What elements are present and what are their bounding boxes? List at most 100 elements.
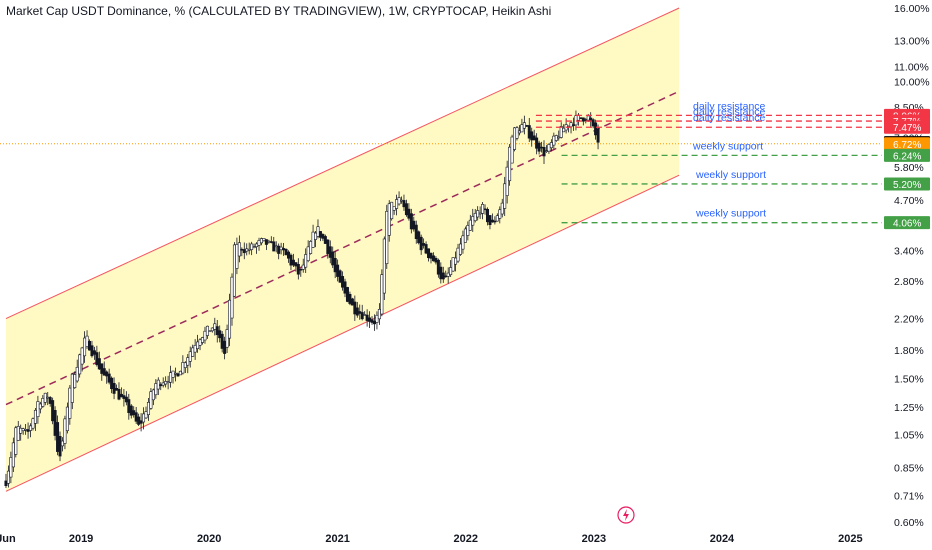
candle-body [242, 249, 246, 254]
channel-fill [5, 8, 680, 492]
candle-body [296, 264, 300, 275]
candle-body [547, 144, 551, 152]
candle-body [530, 131, 534, 141]
candle-body [129, 405, 133, 416]
candle-body [461, 235, 465, 250]
candle-body [299, 268, 303, 271]
candle-body [235, 244, 239, 269]
candle-body [257, 240, 261, 246]
candle-body [454, 257, 458, 265]
candle-body [159, 384, 163, 387]
lightning-icon [617, 506, 635, 524]
candle-body [58, 436, 62, 457]
candle-body [377, 309, 381, 320]
candle-body [225, 329, 229, 348]
candle-body [223, 340, 227, 354]
candle-body [237, 242, 241, 257]
candle-body [476, 210, 480, 218]
candle-body [495, 215, 499, 222]
channel-lower-line [5, 174, 680, 492]
candle-body [169, 372, 173, 383]
candle-body [571, 124, 575, 126]
x-tick-label: 2024 [710, 533, 735, 545]
candle-body [24, 428, 28, 431]
candle-body [213, 323, 217, 330]
candle-body [338, 270, 342, 283]
candle-body [274, 245, 278, 248]
candle-body [458, 243, 462, 255]
candle-body [385, 211, 389, 265]
x-tick-label: 2019 [69, 533, 93, 545]
y-tick-label: 11.00% [894, 62, 929, 74]
candle-body [510, 136, 514, 164]
support-label: weekly support [692, 140, 763, 152]
candle-body [493, 220, 497, 223]
candle-body [341, 276, 345, 288]
candle-body [535, 137, 539, 149]
candle-body [427, 248, 431, 259]
candle-body [65, 406, 69, 431]
candle-body [314, 232, 318, 240]
candle-body [21, 428, 25, 432]
price-badge [884, 148, 930, 162]
y-tick-label: 0.71% [894, 491, 924, 503]
candle-body [481, 204, 485, 214]
candle-body [505, 166, 509, 196]
candle-body [360, 312, 364, 320]
candle-body [483, 208, 487, 211]
candle-body [198, 339, 202, 346]
candle-body [486, 208, 490, 223]
candle-body [90, 345, 94, 357]
candle-body [409, 213, 413, 230]
candle-body [154, 383, 158, 396]
candle-body [255, 243, 259, 248]
candle-body [277, 245, 281, 254]
candle-body [419, 236, 423, 251]
candle-body [132, 410, 136, 416]
candle-body [544, 150, 548, 152]
candle-body [321, 234, 325, 239]
candle-body [245, 248, 249, 252]
candle-body [38, 403, 42, 410]
lightning-icon-glyph [623, 509, 629, 521]
candle-body [289, 254, 293, 266]
candle-body [36, 401, 40, 417]
price-badge-label: 6.24% [893, 151, 921, 162]
support-label: weekly support [695, 169, 766, 181]
candle-body [166, 381, 170, 384]
y-tick-label: 1.05% [894, 429, 924, 441]
candle-body [46, 396, 50, 399]
candle-body [500, 202, 504, 215]
candle-body [16, 426, 20, 441]
candle-body [574, 115, 578, 126]
candle-body [449, 267, 453, 276]
candle-body [478, 212, 482, 215]
y-tick-label: 3.40% [894, 245, 924, 257]
candle-body [149, 391, 153, 409]
y-tick-label: 2.80% [894, 276, 924, 288]
candle-body [439, 266, 443, 280]
channel-midline [5, 90, 680, 406]
candle-body [230, 276, 234, 319]
candle-body [554, 135, 558, 141]
candle-body [78, 354, 82, 375]
candle-body [87, 340, 91, 351]
candle-body [412, 220, 416, 230]
y-tick-label: 0.85% [894, 462, 924, 474]
candle-body [264, 239, 268, 245]
candle-body [520, 124, 524, 133]
candle-body [355, 307, 359, 316]
candle-body [127, 399, 131, 413]
candle-body [375, 314, 379, 323]
y-tick-label: 1.25% [894, 402, 924, 414]
candle-body [365, 314, 369, 321]
candle-body [397, 197, 401, 205]
candle-body [124, 396, 128, 403]
candle-body [436, 259, 440, 275]
candle-body [333, 258, 337, 273]
candle-body [532, 135, 536, 141]
candle-body [301, 264, 305, 270]
candle-body [19, 427, 23, 434]
candle-body [581, 117, 585, 122]
